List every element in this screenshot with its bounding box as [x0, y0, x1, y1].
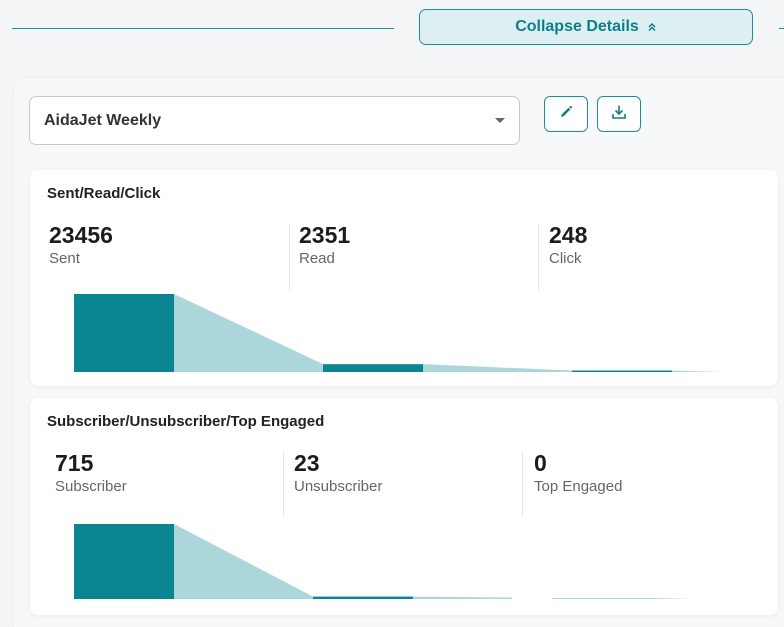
double-chevron-up-icon — [647, 22, 657, 35]
header-divider-right — [779, 28, 784, 29]
card-title: Sent/Read/Click — [47, 185, 161, 202]
metric-value: 248 — [549, 222, 588, 248]
metric-label: Subscriber — [55, 478, 127, 495]
sent-read-click-card: Sent/Read/Click 23456 Sent 2351 Read 248… — [30, 170, 778, 386]
funnel-bar-click — [572, 370, 672, 372]
funnel-bar-unsubscriber — [313, 596, 413, 599]
funnel-transition-top-engaged — [652, 598, 692, 599]
metric-unsubscriber: 23 Unsubscriber — [294, 450, 383, 496]
funnel-transition-click — [672, 370, 722, 372]
metric-value: 715 — [55, 450, 94, 476]
metric-click: 248 Click — [549, 222, 588, 268]
subscriber-card: Subscriber/Unsubscriber/Top Engaged 715 … — [30, 398, 778, 615]
metric-label: Read — [299, 250, 335, 267]
download-button[interactable] — [597, 96, 641, 132]
sent-read-click-funnel-chart — [74, 294, 722, 372]
metric-divider — [538, 224, 539, 290]
download-icon — [610, 103, 628, 126]
metric-subscriber: 715 Subscriber — [55, 450, 127, 496]
funnel-transition-sent — [174, 294, 323, 372]
card-title: Subscriber/Unsubscriber/Top Engaged — [47, 413, 325, 430]
metric-label: Click — [549, 250, 582, 267]
header-divider-left — [12, 28, 394, 29]
funnel-bar-subscriber — [74, 524, 174, 599]
funnel-bar-read — [323, 364, 423, 372]
metric-value: 2351 — [299, 222, 351, 248]
funnel-bar-top-engaged — [552, 598, 652, 599]
metric-sent: 23456 Sent — [49, 222, 113, 268]
edit-button[interactable] — [544, 96, 588, 132]
metric-value: 23 — [294, 450, 320, 476]
report-select[interactable]: AidaJet Weekly — [29, 96, 520, 145]
funnel-transition-read — [423, 364, 572, 372]
funnel-transition-unsubscriber — [413, 596, 512, 599]
metric-value: 0 — [534, 450, 547, 476]
funnel-transition-subscriber — [174, 524, 313, 599]
metric-label: Sent — [49, 250, 80, 267]
caret-down-icon — [495, 118, 505, 123]
collapse-details-label: Collapse Details — [515, 18, 639, 35]
metric-top-engaged: 0 Top Engaged — [534, 450, 623, 496]
funnel-bar-sent — [74, 294, 174, 372]
metric-read: 2351 Read — [299, 222, 351, 268]
collapse-details-button[interactable]: Collapse Details — [419, 9, 753, 45]
metric-value: 23456 — [49, 222, 113, 248]
metric-divider — [289, 224, 290, 290]
metric-divider — [283, 452, 284, 516]
report-select-value: AidaJet Weekly — [44, 111, 162, 129]
pencil-icon — [558, 104, 574, 125]
metric-divider — [522, 452, 523, 516]
metric-label: Unsubscriber — [294, 478, 383, 495]
subscriber-funnel-chart — [74, 524, 692, 599]
metric-label: Top Engaged — [534, 478, 623, 495]
